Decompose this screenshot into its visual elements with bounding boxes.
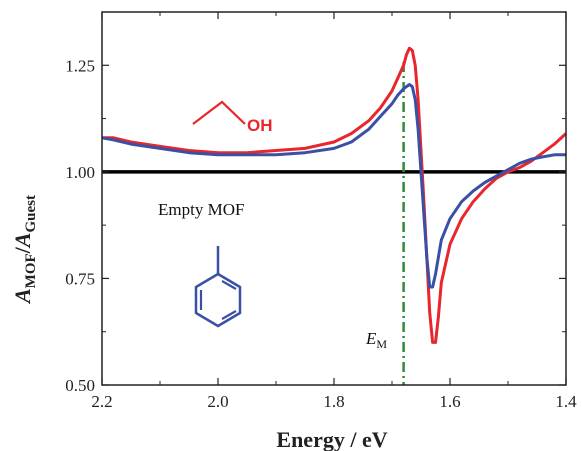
y-axis-title: AMOF/AGuest — [10, 195, 39, 305]
oh-label: OH — [247, 116, 273, 135]
x-tick-label: 1.8 — [323, 392, 344, 411]
plot-frame — [101, 11, 567, 386]
toluene-structure-icon — [194, 246, 242, 328]
y-tick-label: 0.75 — [65, 269, 95, 288]
x-tick-label: 2.0 — [207, 392, 228, 411]
plot-area: 2.2 2.0 1.8 1.6 1.4 0.50 0.75 1.00 1.25 — [65, 11, 577, 411]
x-axis-title: Energy / eV — [276, 427, 387, 451]
x-tick-label: 1.6 — [439, 392, 460, 411]
series-line-2 — [101, 83, 566, 289]
x-tick-label: 1.4 — [555, 392, 577, 411]
em-label: EM — [365, 329, 387, 351]
y-tick-label: 1.25 — [65, 56, 95, 75]
y-tick-label: 0.50 — [65, 376, 95, 395]
series-line-1 — [102, 46, 568, 344]
x-tick-label: 2.2 — [91, 392, 112, 411]
empty-mof-annotation: Empty MOF — [158, 200, 244, 219]
y-tick-label: 1.00 — [65, 163, 95, 182]
ethanol-structure-icon: OH — [192, 100, 273, 135]
